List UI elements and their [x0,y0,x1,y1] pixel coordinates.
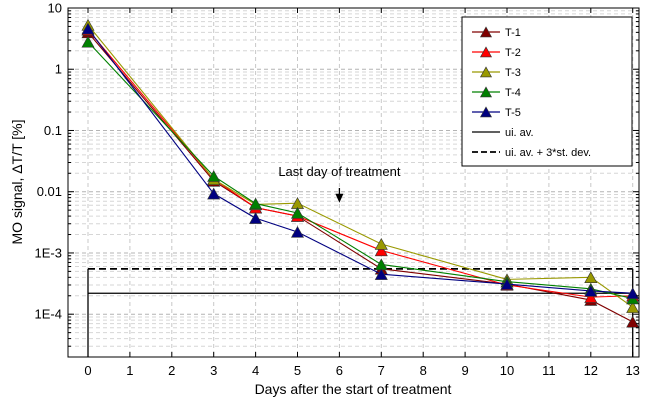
annotation-arrowhead-icon [335,193,344,203]
legend: T-1 T-2 T-3 T-4 T-5 ui. av. ui. av. + 3*st. de… [461,16,633,167]
data-point [249,212,263,224]
annotation: Last day of treatment [278,164,401,203]
y-axis-title: MO signal, ΔT/T [%] [9,119,25,244]
series-line [87,28,633,294]
y-tick-label: 1E-4 [35,307,62,322]
data-point [584,291,598,303]
series-layer [81,18,640,328]
legend-label: T-5 [505,107,521,119]
y-tick-label: 1 [55,62,62,77]
series-line [87,32,633,323]
legend-label: ui. av. [505,127,534,139]
legend-marker [479,86,493,98]
y-tick-label: 1E-3 [35,245,62,260]
x-tick-label: 9 [461,363,468,378]
annotation-text: Last day of treatment [278,164,401,179]
data-point [374,237,388,250]
legend-marker [479,26,493,38]
data-point [207,170,221,182]
x-tick-label: 4 [252,363,259,378]
x-tick-label: 3 [210,363,217,378]
y-tick-label: 0.01 [37,184,62,199]
x-tick-label: 13 [625,363,639,378]
data-point [81,35,95,48]
legend-label: T-3 [505,67,521,79]
x-tick-label: 0 [84,363,91,378]
legend-marker [479,106,493,118]
x-tick-label: 5 [294,363,301,378]
x-tick-label: 2 [168,363,175,378]
data-point [374,268,388,280]
x-tick-label: 11 [542,363,556,378]
data-point [249,197,263,210]
data-point [374,244,388,257]
data-point [207,187,221,200]
series-T-5 [81,22,640,299]
data-point [290,206,305,219]
series-line [87,41,633,300]
x-tick-label: 10 [500,363,514,378]
data-point [626,315,640,328]
x-tick-label: 8 [420,363,427,378]
data-point [584,284,598,297]
plot-frame [67,7,640,358]
data-point [81,22,95,35]
x-tick-label: 6 [336,363,343,378]
reference-lines [87,267,634,357]
x-tick-label: 7 [378,363,385,378]
data-point [584,271,598,284]
data-point [626,301,640,313]
x-tick-label: 1 [126,363,133,378]
legend-label: T-2 [505,47,521,59]
legend-label: ui. av. + 3*st. dev. [505,147,591,159]
series-line [87,24,634,308]
y-tick-label: 0.1 [44,123,62,138]
x-tick-label: 12 [584,363,598,378]
legend-label: T-4 [505,87,521,99]
legend-label: T-1 [505,27,521,39]
data-point [290,225,305,238]
legend-marker [479,46,493,58]
x-axis-title: Days after the start of treatment [255,381,452,397]
data-point [626,287,640,299]
y-tick-label: 10 [48,1,62,16]
legend-marker [479,66,493,78]
data-point [500,278,514,290]
